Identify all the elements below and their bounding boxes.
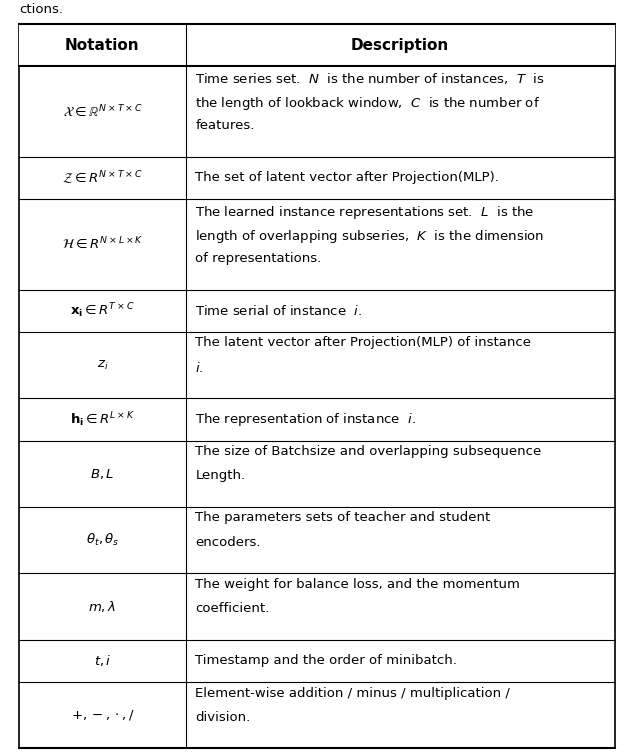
Text: coefficient.: coefficient. xyxy=(195,602,269,615)
Text: Length.: Length. xyxy=(195,469,245,482)
Text: encoders.: encoders. xyxy=(195,536,260,549)
Text: $\theta_t, \theta_s$: $\theta_t, \theta_s$ xyxy=(86,532,119,548)
Text: division.: division. xyxy=(195,711,250,723)
FancyBboxPatch shape xyxy=(19,24,614,748)
Text: $\mathbf{h_i} \in R^{L\times K}$: $\mathbf{h_i} \in R^{L\times K}$ xyxy=(70,410,135,429)
Text: $i$.: $i$. xyxy=(195,361,204,374)
Text: $B, L$: $B, L$ xyxy=(90,466,115,481)
Text: Time serial of instance  $i$.: Time serial of instance $i$. xyxy=(195,304,362,318)
Text: Notation: Notation xyxy=(65,38,140,53)
Text: $\mathcal{H} \in R^{N\times L\times K}$: $\mathcal{H} \in R^{N\times L\times K}$ xyxy=(61,236,143,253)
Text: The representation of instance  $i$.: The representation of instance $i$. xyxy=(195,411,416,428)
Text: Element-wise addition / minus / multiplication /: Element-wise addition / minus / multipli… xyxy=(195,686,510,699)
Text: features.: features. xyxy=(195,119,255,132)
Text: The weight for balance loss, and the momentum: The weight for balance loss, and the mom… xyxy=(195,578,520,591)
Text: The latent vector after Projection(MLP) of instance: The latent vector after Projection(MLP) … xyxy=(195,336,531,349)
Text: $\mathbf{x_i} \in R^{T\times C}$: $\mathbf{x_i} \in R^{T\times C}$ xyxy=(70,302,134,320)
Text: Description: Description xyxy=(351,38,449,53)
Text: $+, -, \cdot, /$: $+, -, \cdot, /$ xyxy=(70,708,134,722)
Text: The set of latent vector after Projection(MLP).: The set of latent vector after Projectio… xyxy=(195,172,499,184)
Text: The learned instance representations set.  $L$  is the: The learned instance representations set… xyxy=(195,203,534,221)
Text: $\mathcal{X} \in \mathbb{R}^{N\times T\times C}$: $\mathcal{X} \in \mathbb{R}^{N\times T\t… xyxy=(63,104,142,119)
Text: length of overlapping subseries,  $K$  is the dimension: length of overlapping subseries, $K$ is … xyxy=(195,228,545,245)
Text: The parameters sets of teacher and student: The parameters sets of teacher and stude… xyxy=(195,512,490,525)
Text: ctions.: ctions. xyxy=(19,4,63,17)
Text: $z_i$: $z_i$ xyxy=(97,358,108,372)
Text: $m, \lambda$: $m, \lambda$ xyxy=(88,599,116,614)
Text: Timestamp and the order of minibatch.: Timestamp and the order of minibatch. xyxy=(195,655,457,668)
Text: $t, i$: $t, i$ xyxy=(93,653,111,668)
Text: Time series set.  $N$  is the number of instances,  $T$  is: Time series set. $N$ is the number of in… xyxy=(195,71,545,85)
FancyBboxPatch shape xyxy=(19,24,614,67)
Text: The size of Batchsize and overlapping subsequence: The size of Batchsize and overlapping su… xyxy=(195,445,541,458)
Text: of representations.: of representations. xyxy=(195,252,321,265)
Text: $\mathcal{Z} \in R^{N\times T\times C}$: $\mathcal{Z} \in R^{N\times T\times C}$ xyxy=(62,169,143,187)
Text: the length of lookback window,  $C$  is the number of: the length of lookback window, $C$ is th… xyxy=(195,95,540,112)
